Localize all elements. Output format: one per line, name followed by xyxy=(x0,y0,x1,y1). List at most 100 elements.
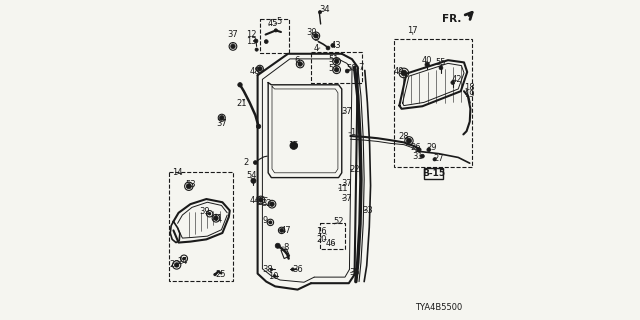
Text: 31: 31 xyxy=(412,152,423,161)
Text: 16: 16 xyxy=(316,228,327,236)
Circle shape xyxy=(260,199,262,201)
Circle shape xyxy=(251,178,256,183)
Circle shape xyxy=(209,213,211,215)
Text: 12: 12 xyxy=(246,30,257,39)
Text: 28: 28 xyxy=(399,132,409,141)
Circle shape xyxy=(319,11,322,14)
Circle shape xyxy=(346,69,349,73)
Text: 32: 32 xyxy=(261,199,271,208)
Text: 13: 13 xyxy=(246,37,257,46)
Text: 17: 17 xyxy=(408,26,418,35)
Text: 19: 19 xyxy=(464,90,475,99)
Text: 27: 27 xyxy=(433,154,444,163)
Text: 48: 48 xyxy=(250,67,260,76)
Circle shape xyxy=(291,268,294,271)
Circle shape xyxy=(420,154,424,158)
Circle shape xyxy=(433,158,436,161)
Circle shape xyxy=(439,66,443,70)
Text: 50: 50 xyxy=(347,64,357,73)
Circle shape xyxy=(254,39,258,43)
Text: 49: 49 xyxy=(394,67,404,76)
Circle shape xyxy=(259,198,263,202)
Circle shape xyxy=(451,81,455,84)
Circle shape xyxy=(270,268,273,271)
Text: 37: 37 xyxy=(341,107,351,116)
Bar xyxy=(169,172,233,281)
Text: 24: 24 xyxy=(178,257,188,266)
Circle shape xyxy=(406,138,412,143)
Circle shape xyxy=(183,258,185,260)
Text: 44: 44 xyxy=(249,196,260,204)
Text: 42: 42 xyxy=(451,75,462,84)
Circle shape xyxy=(314,34,318,38)
Circle shape xyxy=(275,243,280,248)
Text: 29: 29 xyxy=(427,143,437,152)
Bar xyxy=(260,19,289,53)
Circle shape xyxy=(326,46,330,50)
Text: 38: 38 xyxy=(262,265,273,274)
Text: 2: 2 xyxy=(244,158,249,167)
Text: B-15: B-15 xyxy=(422,169,445,178)
Text: 37: 37 xyxy=(228,30,238,39)
Text: 52: 52 xyxy=(333,217,344,226)
Circle shape xyxy=(275,29,278,32)
Circle shape xyxy=(271,203,273,205)
Circle shape xyxy=(290,142,298,149)
Circle shape xyxy=(215,217,217,219)
Circle shape xyxy=(221,117,223,119)
Circle shape xyxy=(214,273,216,276)
Circle shape xyxy=(401,70,407,76)
Circle shape xyxy=(188,185,190,187)
Circle shape xyxy=(264,40,268,44)
Text: 23: 23 xyxy=(169,260,180,269)
Circle shape xyxy=(336,69,338,71)
Text: TYA4B5500: TYA4B5500 xyxy=(415,303,462,312)
Text: 51: 51 xyxy=(328,55,339,64)
Text: 43: 43 xyxy=(331,41,341,50)
Text: 46: 46 xyxy=(325,239,336,248)
Text: 37: 37 xyxy=(216,119,227,128)
Text: 40: 40 xyxy=(422,56,433,65)
Circle shape xyxy=(238,83,243,87)
Bar xyxy=(394,39,472,167)
Text: 25: 25 xyxy=(215,270,225,279)
Text: 18: 18 xyxy=(464,83,475,92)
Text: 1: 1 xyxy=(350,128,355,137)
Circle shape xyxy=(300,63,301,65)
Text: 34: 34 xyxy=(319,5,330,14)
Circle shape xyxy=(214,216,218,220)
Text: 53: 53 xyxy=(186,180,196,189)
Circle shape xyxy=(186,184,191,189)
Circle shape xyxy=(298,62,302,66)
Text: 6: 6 xyxy=(294,56,300,65)
Text: 3: 3 xyxy=(313,34,319,43)
Circle shape xyxy=(315,35,317,37)
Circle shape xyxy=(231,44,236,49)
Circle shape xyxy=(253,161,257,164)
Text: 41: 41 xyxy=(213,214,223,223)
Bar xyxy=(424,168,444,179)
Circle shape xyxy=(336,60,338,62)
Text: 35: 35 xyxy=(349,268,360,277)
Text: 36: 36 xyxy=(292,265,303,274)
Text: 45: 45 xyxy=(268,19,278,28)
Circle shape xyxy=(427,148,431,152)
Text: 5: 5 xyxy=(276,17,282,26)
Circle shape xyxy=(417,148,421,152)
Circle shape xyxy=(255,48,259,51)
Circle shape xyxy=(280,228,284,232)
Text: 39: 39 xyxy=(199,207,209,216)
Circle shape xyxy=(174,263,179,267)
Bar xyxy=(320,223,345,249)
Circle shape xyxy=(232,45,234,47)
Bar xyxy=(311,52,362,83)
Text: 37: 37 xyxy=(341,194,351,203)
Text: 37: 37 xyxy=(341,179,351,188)
Circle shape xyxy=(270,202,275,206)
Text: 51: 51 xyxy=(328,64,339,73)
Text: 20: 20 xyxy=(316,235,327,244)
Circle shape xyxy=(183,257,186,260)
Circle shape xyxy=(256,124,261,129)
Text: 33: 33 xyxy=(363,206,373,215)
Text: 30: 30 xyxy=(307,28,317,37)
